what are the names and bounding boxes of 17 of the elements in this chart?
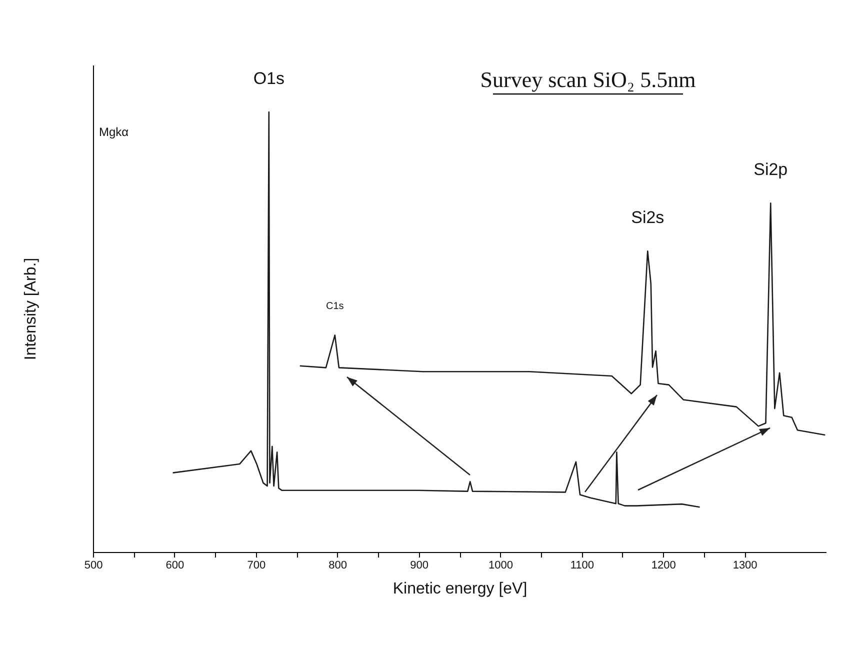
- x-tick-label: 700: [247, 560, 266, 572]
- annotation: Si2p: [754, 160, 788, 180]
- x-tick-label: 900: [410, 560, 428, 572]
- x-tick-label: 600: [166, 560, 184, 572]
- x-tick-label: 1000: [488, 560, 513, 572]
- x-tick-label: 1300: [732, 560, 758, 572]
- x-tick-label: 1100: [570, 560, 594, 572]
- annotation: Si2s: [631, 208, 664, 228]
- x-axis-title: Kinetic energy [eV]: [392, 580, 528, 598]
- annotation: Mgkα: [99, 125, 129, 139]
- x-tick-label: 500: [84, 560, 103, 572]
- chart-title: Survey scan SiO₂ 5.5nm: [480, 67, 696, 92]
- annotation: O1s: [253, 69, 285, 88]
- x-tick-label: 800: [328, 560, 348, 572]
- y-axis-title: Intensity [Arb.]: [22, 258, 40, 360]
- annotation: C1s: [326, 301, 344, 312]
- x-tick-label: 1200: [651, 560, 676, 572]
